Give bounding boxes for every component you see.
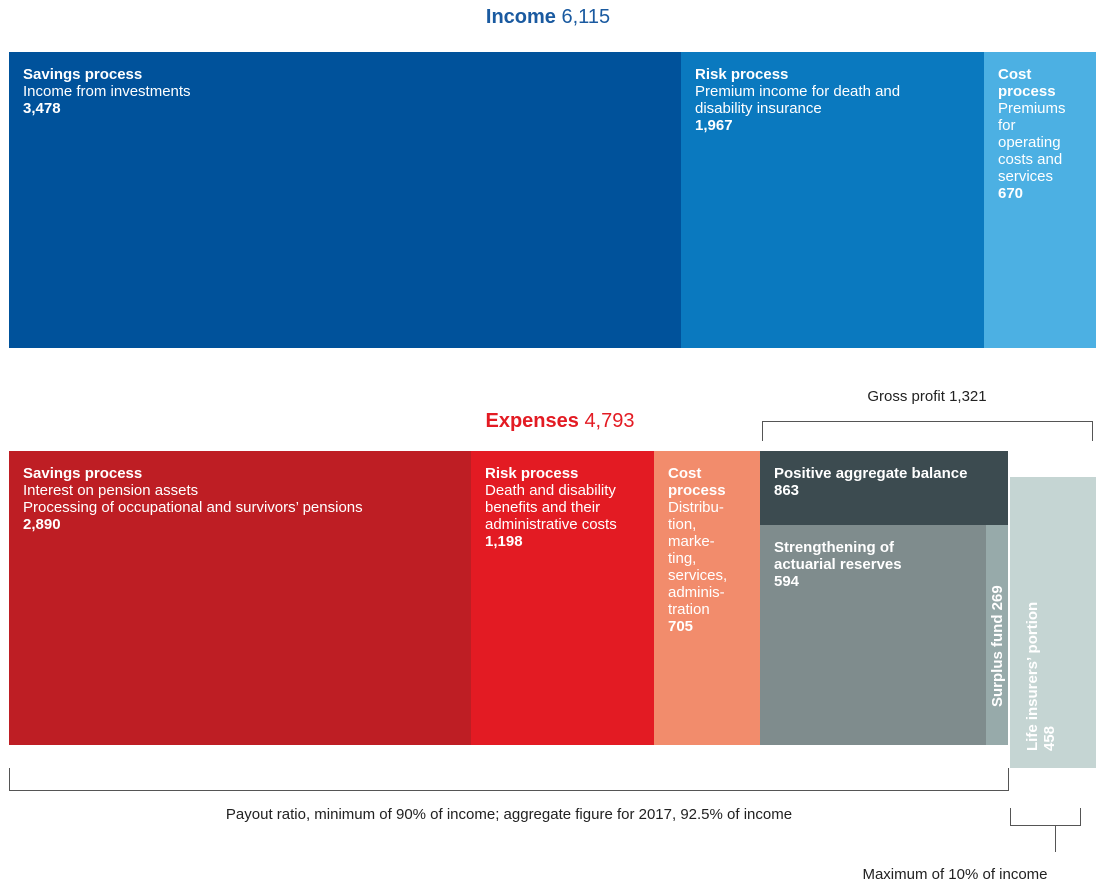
- income-savings: Savings process Income from investments 3,…: [9, 52, 681, 348]
- block-title: Strengthening of actuarial reserves: [774, 539, 902, 573]
- block-value: 670: [998, 185, 1024, 202]
- block-text: Income from investments: [23, 83, 191, 100]
- payout-bracket: [9, 768, 1009, 791]
- gross-profit-label: Gross profit: [867, 388, 945, 405]
- block-value: 1,198: [485, 533, 523, 550]
- block-value: 458: [1041, 725, 1058, 751]
- block-title: Risk process: [695, 66, 789, 83]
- block-text: tration: [668, 601, 710, 618]
- block-value: 863: [774, 482, 800, 499]
- max-bracket: [1010, 808, 1081, 852]
- positive-balance: Positive aggregate balance 863: [760, 451, 1008, 525]
- block-text: Premium income for death and disability …: [695, 83, 901, 117]
- income-cost: Cost process Premiums for operating costs…: [984, 52, 1096, 348]
- block-text: marke-: [668, 533, 715, 550]
- block-title: Savings process: [23, 465, 143, 482]
- block-title: Surplus fund: [989, 614, 1006, 708]
- expenses-title: Expenses 4,793: [400, 410, 720, 433]
- block-value: 594: [774, 573, 800, 590]
- block-text: tion,: [668, 516, 697, 533]
- block-value: 1,967: [695, 117, 733, 134]
- gross-profit-bracket: [762, 421, 1093, 441]
- actuarial-reserves: Strengthening of actuarial reserves 594: [760, 525, 986, 745]
- expenses-total: 4,793: [584, 410, 635, 432]
- expense-savings: Savings process Interest on pension asset…: [9, 451, 471, 745]
- expense-risk: Risk process Death and disability benefit…: [471, 451, 654, 745]
- block-title: Cost process: [998, 66, 1056, 100]
- life-insurers: Life insurers’ portion 458: [1010, 477, 1096, 768]
- expense-cost: Cost process Distribu-tion, marke-ting, ser…: [654, 451, 760, 745]
- block-text: Processing of occupational and survivors…: [23, 499, 363, 516]
- block-title: Savings process: [23, 66, 143, 83]
- block-text: ting,: [668, 550, 697, 567]
- income-label: Income: [485, 6, 556, 28]
- block-text: Distribu-: [668, 499, 724, 516]
- payout-note: Payout ratio, minimum of 90% of income; …: [225, 806, 793, 823]
- block-text: Premiums for operating costs and service…: [998, 100, 1066, 185]
- max-note: Maximum of 10% of income: [862, 866, 1048, 883]
- surplus-fund: Surplus fund 269: [986, 525, 1008, 745]
- block-text: adminis-: [668, 584, 725, 601]
- block-text: services,: [668, 567, 728, 584]
- income-risk: Risk process Premium income for death and…: [681, 52, 984, 348]
- block-text: Death and disability benefits and their …: [485, 482, 617, 533]
- block-title: Risk process: [485, 465, 579, 482]
- income-total: 6,115: [561, 6, 611, 28]
- gross-profit: Gross profit 1,321: [762, 388, 1092, 405]
- block-value: 705: [668, 618, 694, 635]
- income-title: Income 6,115: [0, 6, 1096, 29]
- block-title: Life insurers’ portion: [1024, 601, 1041, 751]
- block-title: Cost process: [668, 465, 726, 499]
- expenses-label: Expenses: [485, 410, 579, 432]
- block-title: Positive aggregate balance: [774, 465, 968, 482]
- block-value: 2,890: [23, 516, 61, 533]
- block-value: 269: [989, 585, 1006, 611]
- block-text: Interest on pension assets: [23, 482, 199, 499]
- block-value: 3,478: [23, 100, 61, 117]
- gross-profit-value: 1,321: [949, 388, 987, 405]
